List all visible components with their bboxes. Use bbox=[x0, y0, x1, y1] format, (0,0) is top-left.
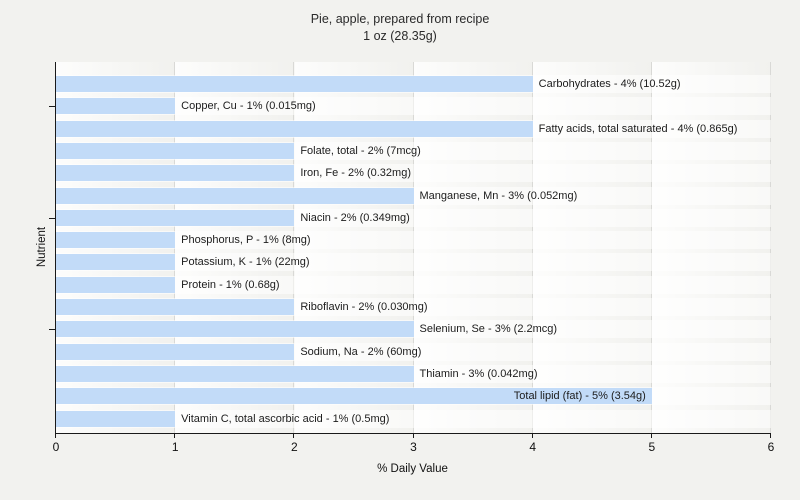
chart-title: Pie, apple, prepared from recipe 1 oz (2… bbox=[0, 11, 800, 45]
bar-label: Vitamin C, total ascorbic acid - 1% (0.5… bbox=[181, 412, 390, 425]
bar-label: Carbohydrates - 4% (10.52g) bbox=[538, 78, 681, 90]
x-tick-mark bbox=[55, 433, 56, 438]
bar-label: Copper, Cu - 1% (0.015mg) bbox=[181, 100, 316, 113]
x-tick-mark bbox=[650, 433, 652, 438]
plot-area: Carbohydrates - 4% (10.52g) Copper, Cu - … bbox=[55, 62, 771, 434]
bar-selenium-se bbox=[56, 321, 414, 338]
x-tick-mark bbox=[174, 433, 176, 438]
x-tick-label: 6 bbox=[767, 440, 775, 454]
y-tick-mark bbox=[49, 217, 55, 219]
bar-label: Niacin - 2% (0.349mg) bbox=[300, 211, 410, 224]
bar-vitamin-c-total-ascorbic-acid bbox=[56, 410, 176, 427]
bar-fatty-acids-total-saturated bbox=[56, 120, 533, 137]
y-tick-mark bbox=[49, 329, 55, 331]
x-tick-mark bbox=[412, 433, 414, 438]
bar-phosphorus-p bbox=[56, 232, 176, 249]
bar-sodium-na bbox=[56, 343, 295, 360]
bar-label: Protein - 1% (0.68g) bbox=[181, 278, 280, 291]
x-tick-mark bbox=[770, 433, 771, 438]
x-tick-label: 4 bbox=[529, 440, 536, 454]
y-tick-mark bbox=[49, 106, 55, 108]
bar-total-lipid-fat bbox=[56, 388, 652, 405]
bar-potassium-k bbox=[56, 254, 176, 271]
x-tick-label: 5 bbox=[648, 440, 656, 454]
y-axis-title: Nutrient bbox=[36, 226, 48, 268]
bar-manganese-mn bbox=[56, 187, 414, 204]
bar-label: Manganese, Mn - 3% (0.052mg) bbox=[419, 189, 578, 202]
chart-title-line2: 1 oz (28.35g) bbox=[363, 28, 437, 43]
bar-label: Potassium, K - 1% (22mg) bbox=[181, 256, 310, 269]
bar-label: Iron, Fe - 2% (0.32mg) bbox=[300, 167, 411, 180]
x-tick-mark bbox=[531, 433, 533, 438]
bar-label: Folate, total - 2% (7mcg) bbox=[300, 144, 421, 157]
chart-title-line1: Pie, apple, prepared from recipe bbox=[310, 12, 490, 26]
bar-copper-cu bbox=[56, 98, 176, 115]
row-band bbox=[56, 409, 771, 428]
x-tick-label: 0 bbox=[52, 440, 60, 454]
bar-thiamin bbox=[56, 365, 414, 382]
row-band bbox=[56, 275, 771, 294]
bar-folate-total bbox=[56, 142, 295, 159]
bar-riboflavin bbox=[56, 299, 295, 315]
row-band bbox=[56, 97, 771, 116]
bar-label: Fatty acids, total saturated - 4% (0.865… bbox=[538, 122, 738, 135]
bar-iron-fe bbox=[56, 165, 295, 182]
x-tick-label: 1 bbox=[171, 440, 179, 454]
x-tick-label: 2 bbox=[290, 440, 298, 454]
row-band bbox=[56, 231, 771, 250]
bar-label: Sodium, Na - 2% (60mg) bbox=[300, 345, 422, 358]
bar-label: Riboflavin - 2% (0.030mg) bbox=[300, 301, 428, 313]
bar-label: Total lipid (fat) - 5% (3.54g) bbox=[513, 390, 646, 403]
x-tick-label: 3 bbox=[410, 440, 417, 454]
bar-carbohydrates bbox=[56, 76, 533, 92]
row-band bbox=[56, 253, 771, 272]
bar-protein bbox=[56, 276, 176, 293]
bar-niacin bbox=[56, 209, 295, 226]
bar-label: Thiamin - 3% (0.042mg) bbox=[419, 367, 538, 380]
bar-label: Phosphorus, P - 1% (8mg) bbox=[181, 234, 311, 247]
x-axis-title: % Daily Value bbox=[377, 463, 448, 475]
bar-label: Selenium, Se - 3% (2.2mcg) bbox=[419, 323, 558, 336]
x-tick-mark bbox=[293, 433, 295, 438]
